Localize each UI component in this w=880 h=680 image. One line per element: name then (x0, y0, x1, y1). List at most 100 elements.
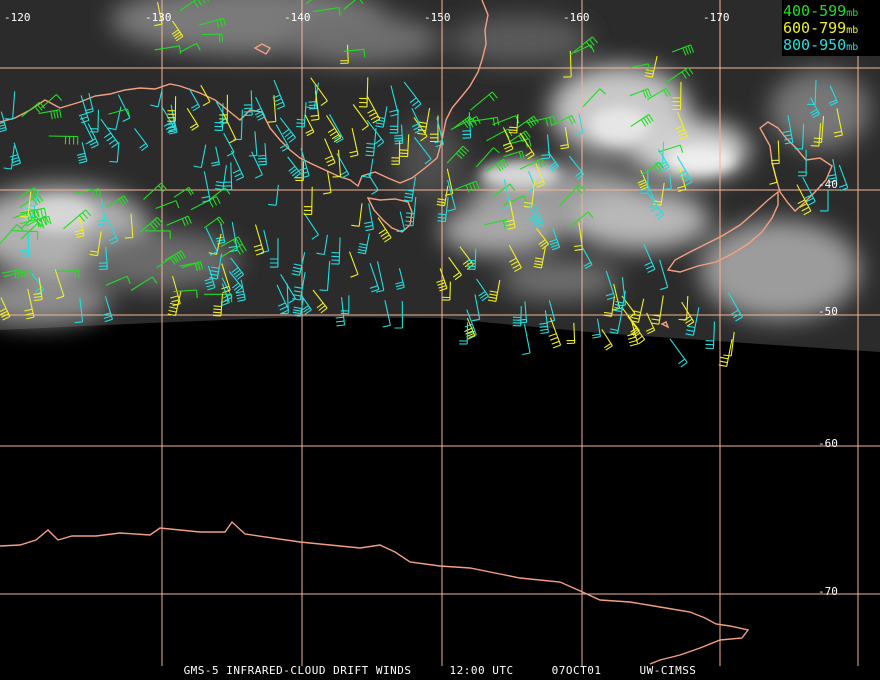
wind-barb (658, 144, 684, 153)
wind-barb (605, 270, 616, 301)
wind-barb (18, 187, 40, 198)
wind-barb (298, 148, 310, 179)
wind-barb (535, 163, 545, 188)
wind-barb (512, 305, 522, 327)
wind-barb (1, 268, 26, 279)
wind-barb (546, 300, 556, 323)
wind-barb (343, 48, 366, 58)
wind-barb (364, 203, 374, 232)
wind-barb (324, 138, 336, 167)
wind-barb (508, 114, 519, 134)
wind-barb (718, 339, 733, 367)
wind-barb (38, 109, 62, 120)
wind-barb (470, 91, 498, 111)
wind-barb (193, 144, 207, 169)
wind-barb (367, 173, 379, 195)
wind-barb (569, 211, 594, 227)
wind-barb (205, 227, 218, 256)
wind-barb (404, 196, 417, 227)
wind-barb (276, 284, 290, 314)
wind-barb (11, 230, 39, 240)
wind-barb (80, 116, 94, 145)
wind-barb (672, 44, 695, 56)
wind-barb (19, 194, 44, 209)
wind-barb (117, 94, 131, 122)
date-label: 07OCT01 (551, 664, 602, 677)
wind-barb (179, 0, 209, 12)
wind-barb (813, 116, 825, 143)
wind-barb (170, 275, 181, 307)
wind-barb (124, 213, 134, 239)
lon-labels: -120 -130 -140 -150 -160 -170 (4, 11, 730, 24)
wind-barb (838, 164, 849, 192)
wind-barb (319, 260, 331, 292)
wind-barb (220, 236, 243, 248)
wind-barb (568, 155, 585, 180)
wind-barb (54, 269, 65, 300)
wind-barb (100, 118, 119, 149)
wind-barb (199, 17, 227, 29)
wind-barb (436, 268, 448, 292)
wind-barb (231, 150, 245, 181)
wind-barb (563, 50, 572, 78)
wind-barb (230, 257, 245, 280)
wind-barb (279, 117, 296, 143)
legend-entry-400: 400-599mb (783, 2, 858, 20)
wind-barb (84, 92, 94, 114)
wind-barb (300, 294, 312, 315)
wind-barb (20, 222, 45, 240)
wind-barb (650, 295, 664, 325)
wind-barb (663, 170, 672, 190)
wind-barb (459, 322, 469, 345)
wind-barb (518, 301, 528, 324)
wind-barb (464, 317, 476, 340)
wind-barb (643, 244, 656, 274)
legend-entry-600: 600-799mb (783, 19, 858, 37)
wind-barb (574, 222, 584, 251)
wind-barb (188, 88, 201, 112)
wind-barb (173, 289, 198, 299)
wind-barb (106, 217, 119, 245)
coastlines (0, 0, 833, 665)
island-2 (660, 321, 670, 329)
wind-barb (810, 123, 822, 147)
wind-barb (272, 79, 286, 110)
wind-barb (348, 251, 359, 278)
wind-barb (637, 170, 649, 191)
wind-barb (233, 109, 243, 141)
wind-barb (12, 208, 40, 221)
wind-barb (669, 338, 688, 368)
wind-barb (582, 88, 606, 108)
wind-barb (601, 329, 613, 351)
wind-barb (678, 295, 689, 321)
wind-barb (627, 315, 646, 345)
source-label: UW-CIMSS (639, 664, 697, 677)
wind-barb (574, 113, 584, 136)
lon-label: -120 (4, 11, 31, 24)
wind-barb (549, 228, 561, 251)
wind-barb (349, 127, 359, 158)
wind-barb (340, 295, 350, 315)
wind-barb (448, 256, 462, 281)
wind-barb (303, 186, 313, 215)
wind-barb (664, 66, 694, 84)
wind-barb (215, 223, 226, 245)
wind-barb (796, 184, 812, 216)
wind-barb (357, 233, 370, 255)
wind-barb (223, 132, 235, 157)
time-label: 12:00 UTC (449, 664, 514, 677)
pressure-legend: 400-599mb 600-799mb 800-950mb (783, 2, 858, 54)
image-caption: GMS-5 INFRARED-CLOUD DRIFT WINDS 12:00 U… (0, 664, 880, 678)
wind-barb (248, 131, 258, 157)
wind-barb (468, 116, 500, 126)
australia-coastline (0, 0, 489, 188)
wind-barb (4, 91, 16, 120)
wind-barb (503, 195, 528, 206)
wind-barb (685, 307, 700, 336)
wind-barb (275, 124, 290, 152)
wind-barb (403, 81, 422, 110)
wind-barb (21, 101, 46, 118)
wind-barb (257, 143, 267, 166)
wind-barb (41, 94, 63, 109)
lon-label: -150 (424, 11, 451, 24)
